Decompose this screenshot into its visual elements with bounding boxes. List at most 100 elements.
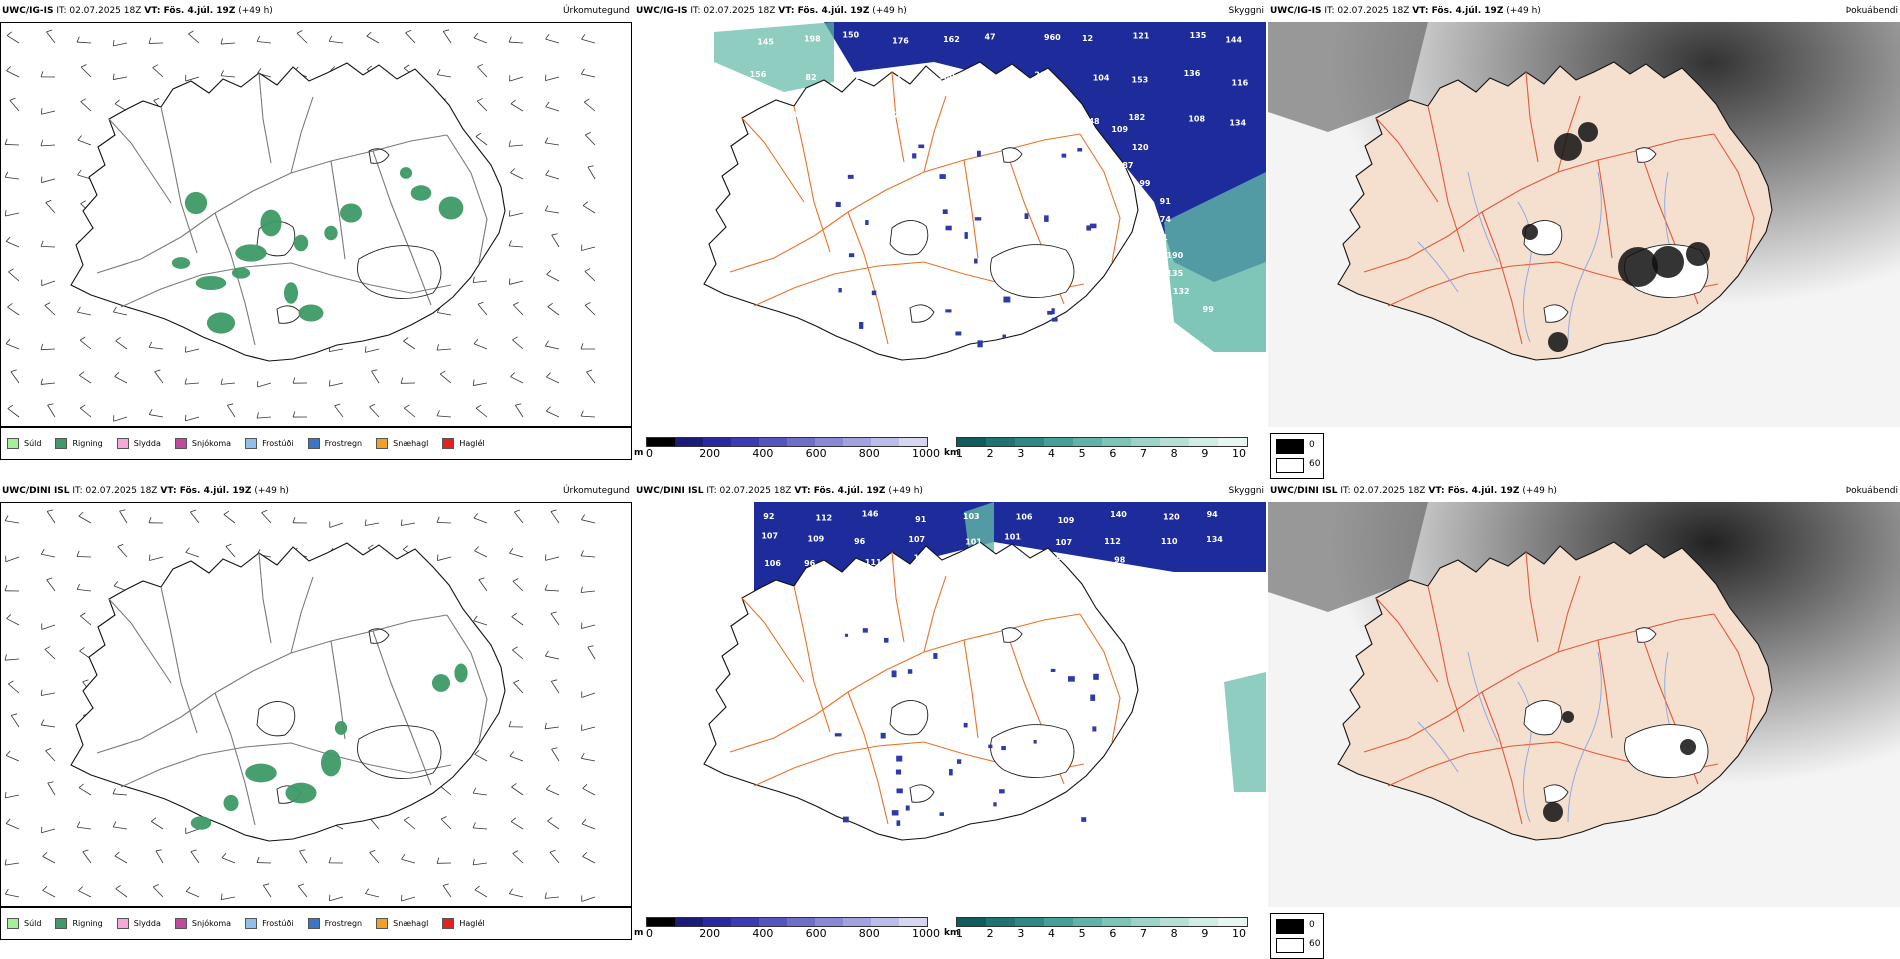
wind-barb	[581, 625, 595, 629]
cloud-speck	[892, 670, 897, 677]
legend-label: Frostúði	[262, 439, 294, 448]
wind-barb	[299, 851, 307, 863]
colorbar-cell	[1102, 918, 1131, 926]
fog-swatch	[1276, 938, 1304, 953]
colorbar-tick: 1000	[912, 447, 940, 460]
wind-barb-flag	[546, 34, 549, 39]
cloud-base-label: 156	[750, 70, 767, 79]
cloud-base-label: 103	[963, 512, 980, 521]
rain-area	[294, 235, 308, 252]
wind-barb-flag	[511, 372, 515, 376]
iceland-map	[704, 542, 1138, 840]
wind-barb-flag	[41, 690, 42, 696]
cloud-base-label: 135	[1166, 269, 1183, 278]
wind-barb-flag	[474, 33, 478, 38]
wind-barb	[221, 897, 235, 900]
wind-barb-flag	[41, 549, 44, 554]
wind-barb-flag	[5, 139, 7, 145]
legend-label: Snæhagl	[393, 919, 428, 928]
cloud-speck	[1034, 740, 1037, 744]
wind-barb-flag	[545, 893, 546, 899]
colorbar-cell	[843, 918, 871, 926]
wind-barb	[151, 821, 163, 829]
wind-barb-flag	[10, 98, 16, 100]
rain-area	[335, 721, 347, 735]
wind-barb	[474, 38, 487, 43]
wind-barb	[511, 104, 523, 111]
wind-barb	[443, 886, 451, 897]
colorbar-cell	[957, 918, 986, 926]
wind-barb-flag	[368, 545, 373, 548]
colorbar-cell	[1073, 918, 1102, 926]
colorbar-tick: 9	[1201, 927, 1208, 940]
fog-area	[1224, 672, 1266, 792]
wind-barb	[545, 211, 559, 213]
wind-barb-flag	[113, 822, 116, 827]
rain-area	[196, 276, 227, 290]
colorbar-strip	[646, 917, 928, 927]
wind-barb-flag	[7, 32, 12, 36]
wind-barb	[5, 894, 19, 897]
wind-barb	[5, 795, 19, 798]
wind-barb-flag	[5, 654, 6, 660]
legend-item: Súld	[7, 438, 41, 449]
cloud-speck	[999, 789, 1005, 793]
lead-time: (+49 h)	[254, 486, 289, 496]
wind-barb	[509, 42, 523, 43]
wind-barb-flag	[581, 343, 583, 349]
wind-barb	[581, 591, 595, 592]
wind-barb	[547, 821, 559, 829]
wind-barb	[443, 31, 451, 43]
cloud-base-label: 162	[943, 35, 960, 44]
legend-swatch	[442, 438, 454, 449]
lead-time: (+49 h)	[1506, 6, 1541, 16]
wind-barb	[329, 383, 343, 386]
wind-barb-flag	[545, 341, 548, 346]
cloud-base-label: 91	[1160, 197, 1172, 206]
legend-swatch	[442, 918, 454, 929]
wind-barb-flag	[80, 647, 85, 651]
wind-barb-flag	[509, 141, 510, 147]
cloud-speck	[892, 810, 899, 815]
cloud-base-label: 37	[792, 111, 803, 120]
legend-label: Slydda	[134, 919, 161, 928]
wind-barb	[221, 383, 235, 384]
cloud-speck	[1025, 213, 1029, 219]
cloud-base-label: 182	[1128, 113, 1145, 122]
rain-area	[232, 267, 250, 278]
legend-swatch	[376, 918, 388, 929]
wind-barb-flag	[581, 550, 583, 556]
glacier-outline	[1625, 725, 1709, 778]
colorbar-tick: 400	[752, 447, 773, 460]
wind-barb	[43, 890, 55, 897]
colorbar-strip	[646, 437, 928, 447]
cloud-speck	[896, 756, 902, 762]
panel-header: UWC/DINI ISL IT: 02.07.2025 18Z VT: Fös.…	[634, 480, 1266, 502]
cloud-base-label: 146	[862, 509, 879, 518]
wind-barb	[41, 349, 55, 350]
wind-barb	[474, 621, 487, 625]
wind-barb	[186, 77, 199, 81]
wind-barb-flag	[8, 405, 13, 408]
wind-barb-flag	[545, 205, 548, 210]
cloud-speck	[872, 291, 876, 296]
wind-barb-flag	[403, 338, 408, 342]
cloud-base-label: 106	[1016, 512, 1033, 521]
wind-barb-flag	[404, 405, 409, 408]
cloud-speck	[945, 309, 951, 312]
wind-barb-flag	[11, 370, 17, 372]
colorbar-cell	[1015, 438, 1044, 446]
wind-barb-flag	[6, 67, 10, 71]
wind-barb	[116, 341, 127, 349]
wind-barb-flag	[6, 751, 10, 755]
wind-barb-flag	[113, 40, 114, 46]
wind-barb	[186, 829, 199, 834]
rain-area	[340, 203, 362, 222]
cloud-base-label: 134	[1206, 535, 1223, 544]
wind-barb-flag	[45, 303, 50, 306]
wind-barb-flag	[149, 38, 151, 44]
wind-barb	[263, 885, 271, 897]
rain-area	[284, 282, 298, 304]
wind-barb	[479, 580, 487, 591]
